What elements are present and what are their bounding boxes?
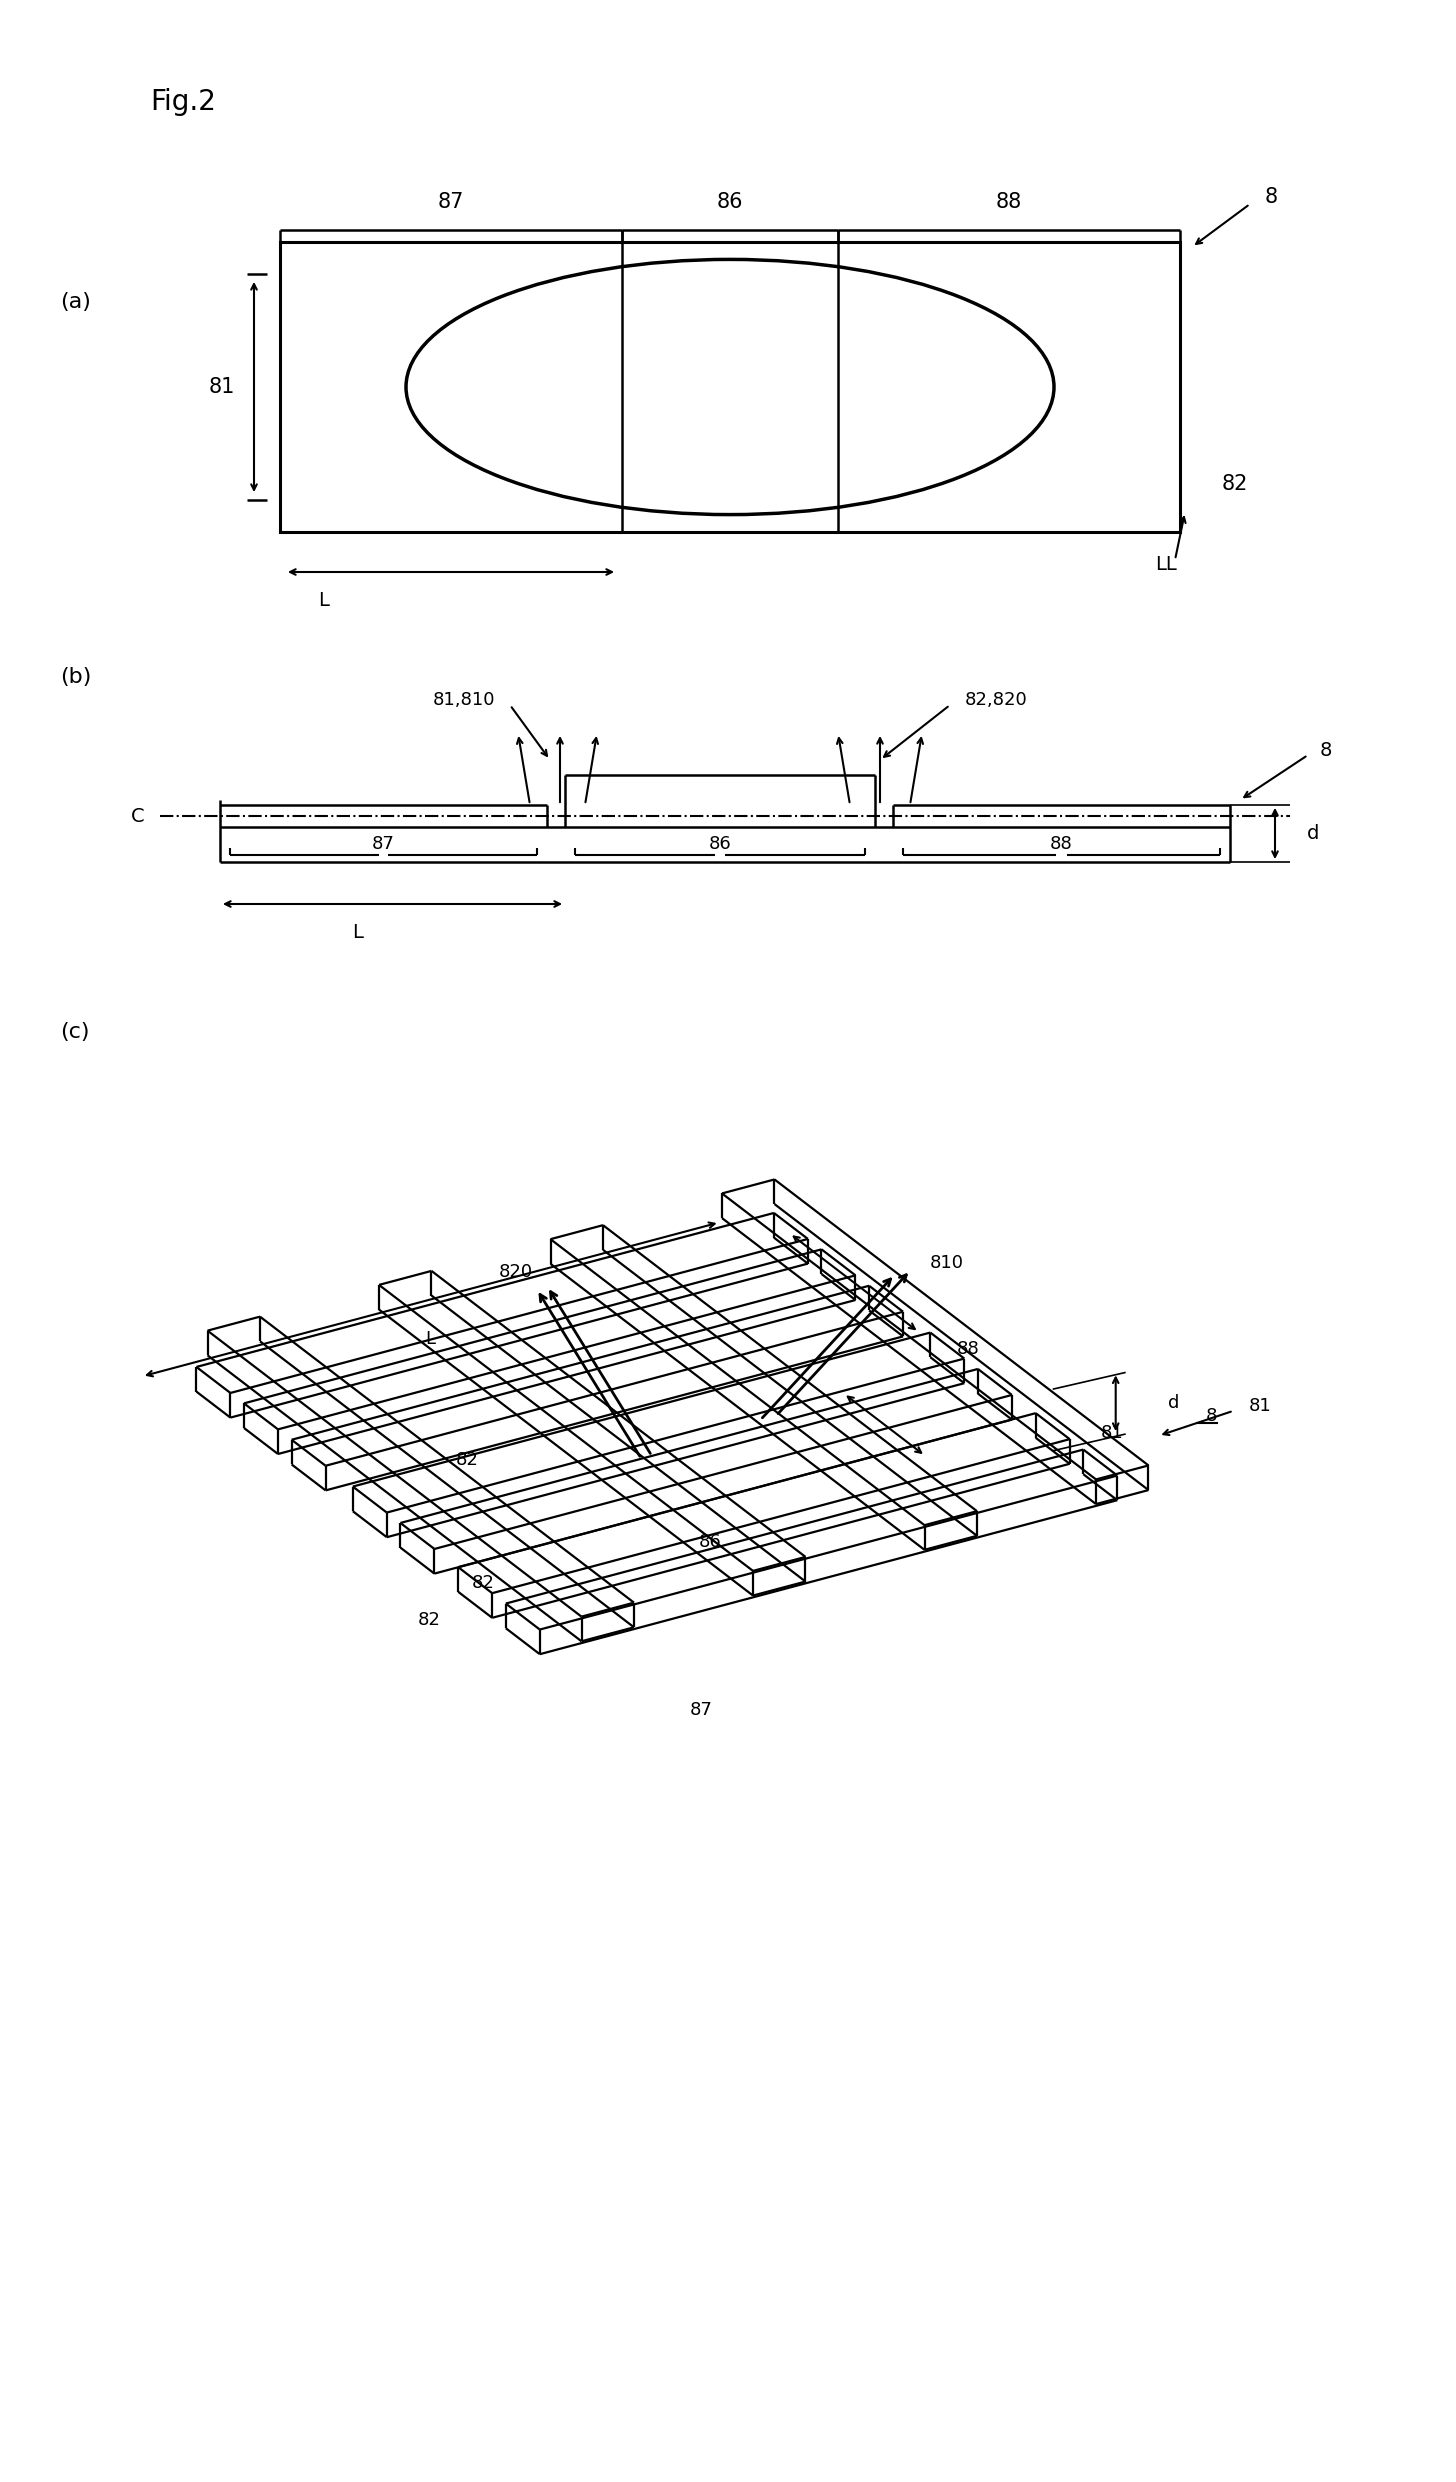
Text: 88: 88 xyxy=(957,1340,980,1358)
Text: 810: 810 xyxy=(929,1253,964,1271)
Text: 81: 81 xyxy=(1248,1397,1271,1415)
Text: 86: 86 xyxy=(709,834,731,854)
Text: 82: 82 xyxy=(1222,474,1248,494)
Text: 8: 8 xyxy=(1265,186,1278,206)
Text: 82: 82 xyxy=(456,1452,478,1469)
Text: d: d xyxy=(1307,824,1319,844)
Text: 820: 820 xyxy=(498,1263,533,1281)
Text: L: L xyxy=(317,591,329,611)
Text: 8: 8 xyxy=(1206,1407,1217,1425)
Text: 82,820: 82,820 xyxy=(965,690,1028,710)
Text: 82: 82 xyxy=(472,1574,495,1591)
Text: 81: 81 xyxy=(208,377,236,397)
Text: 87: 87 xyxy=(690,1700,712,1720)
Text: 88: 88 xyxy=(996,191,1022,211)
Text: L: L xyxy=(425,1330,435,1348)
Text: (b): (b) xyxy=(60,668,92,688)
Text: 87: 87 xyxy=(438,191,464,211)
Text: 88: 88 xyxy=(1050,834,1073,854)
Text: Fig.2: Fig.2 xyxy=(150,87,215,117)
Text: 86: 86 xyxy=(699,1534,722,1551)
Text: 86: 86 xyxy=(716,191,743,211)
Text: 81,810: 81,810 xyxy=(432,690,495,710)
Bar xyxy=(280,243,1179,531)
Text: L: L xyxy=(352,923,364,941)
Text: (c): (c) xyxy=(60,1023,89,1042)
Text: (a): (a) xyxy=(60,293,90,313)
Text: d: d xyxy=(1168,1395,1179,1412)
Text: 87: 87 xyxy=(373,834,395,854)
Text: LL: LL xyxy=(1155,553,1176,573)
Text: 8: 8 xyxy=(1321,740,1332,759)
Text: C: C xyxy=(131,807,146,827)
Text: 82: 82 xyxy=(418,1611,440,1628)
Text: 81: 81 xyxy=(1101,1425,1124,1442)
